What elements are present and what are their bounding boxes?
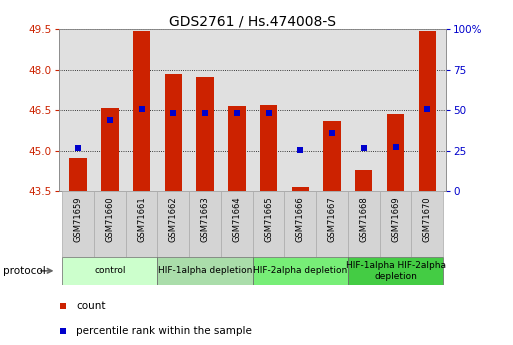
Text: GSM71665: GSM71665 <box>264 197 273 242</box>
Bar <box>323 121 341 191</box>
Bar <box>221 191 253 257</box>
Bar <box>157 257 253 285</box>
Bar <box>94 191 126 257</box>
Bar <box>260 105 277 191</box>
Text: GSM71664: GSM71664 <box>232 197 241 242</box>
Bar <box>348 191 380 257</box>
Bar <box>126 191 157 257</box>
Bar <box>380 191 411 257</box>
Text: GSM71669: GSM71669 <box>391 197 400 242</box>
Text: GSM71659: GSM71659 <box>73 197 83 242</box>
Text: HIF-1alpha depletion: HIF-1alpha depletion <box>158 266 252 275</box>
Bar <box>387 115 404 191</box>
Bar <box>253 191 284 257</box>
Text: protocol: protocol <box>3 266 45 276</box>
Bar <box>157 191 189 257</box>
Text: GSM71661: GSM71661 <box>137 197 146 242</box>
Text: GSM71662: GSM71662 <box>169 197 178 242</box>
Text: GSM71667: GSM71667 <box>327 197 337 243</box>
Bar <box>355 170 372 191</box>
Text: HIF-1alpha HIF-2alpha
depletion: HIF-1alpha HIF-2alpha depletion <box>346 261 445 280</box>
Bar <box>411 191 443 257</box>
Text: count: count <box>76 300 106 310</box>
Bar <box>348 257 443 285</box>
Bar <box>419 31 436 191</box>
Bar <box>291 187 309 191</box>
Text: control: control <box>94 266 126 275</box>
Text: GSM71666: GSM71666 <box>296 197 305 243</box>
Bar <box>196 77 214 191</box>
Text: GSM71670: GSM71670 <box>423 197 432 242</box>
Bar <box>133 31 150 191</box>
Bar <box>101 108 119 191</box>
Bar <box>62 257 157 285</box>
Text: GSM71668: GSM71668 <box>359 197 368 243</box>
Text: HIF-2alpha depletion: HIF-2alpha depletion <box>253 266 347 275</box>
Bar <box>316 191 348 257</box>
Bar <box>284 191 316 257</box>
Text: percentile rank within the sample: percentile rank within the sample <box>76 326 252 336</box>
Bar <box>253 257 348 285</box>
Bar <box>62 191 94 257</box>
Bar <box>165 74 182 191</box>
Bar <box>228 106 246 191</box>
Title: GDS2761 / Hs.474008-S: GDS2761 / Hs.474008-S <box>169 14 336 28</box>
Text: GSM71660: GSM71660 <box>105 197 114 242</box>
Bar <box>189 191 221 257</box>
Text: GSM71663: GSM71663 <box>201 197 209 243</box>
Bar <box>69 158 87 191</box>
